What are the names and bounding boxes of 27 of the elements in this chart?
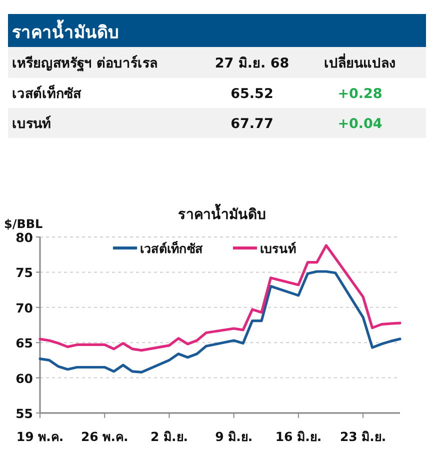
text: 67.77: [230, 116, 274, 132]
x-tick-label: 16 มิ.ย.: [275, 429, 322, 444]
y-tick-label: 80: [16, 230, 34, 245]
y-tick-label: 75: [16, 265, 33, 280]
text: เบรนท์: [12, 115, 51, 132]
legend-label: เวสต์เท็กซัส: [140, 241, 203, 256]
x-tick-label: 2 มิ.ย.: [150, 429, 188, 444]
text: 27 มิ.ย. 68: [214, 56, 290, 72]
y-tick-label: 60: [16, 370, 34, 386]
x-tick-label: 26 พ.ค.: [80, 429, 128, 444]
text: เปลี่ยนแปลง: [324, 52, 396, 72]
text: เวสต์เท็กซัส: [12, 84, 82, 102]
text: +0.28: [338, 86, 382, 102]
text: ราคาน้ำมันดิบ: [12, 19, 119, 43]
chart-title: ราคาน้ำมันดิบ: [178, 203, 266, 223]
y-axis-title: $/BBL: [4, 217, 44, 231]
text: +0.04: [338, 116, 382, 132]
y-tick-label: 65: [16, 336, 33, 351]
y-tick-label: 55: [16, 406, 33, 421]
legend-label: เบรนท์: [260, 241, 296, 256]
y-tick-label: 70: [16, 300, 34, 316]
text: เหรียญสหรัฐฯ ต่อบาร์เรล: [12, 54, 158, 72]
line-series: [38, 270, 402, 374]
x-tick-label: 19 พ.ค.: [16, 429, 64, 444]
x-tick-label: 9 มิ.ย.: [215, 429, 253, 444]
x-tick-label: 23 มิ.ย.: [340, 429, 386, 444]
text: 65.52: [230, 86, 274, 102]
